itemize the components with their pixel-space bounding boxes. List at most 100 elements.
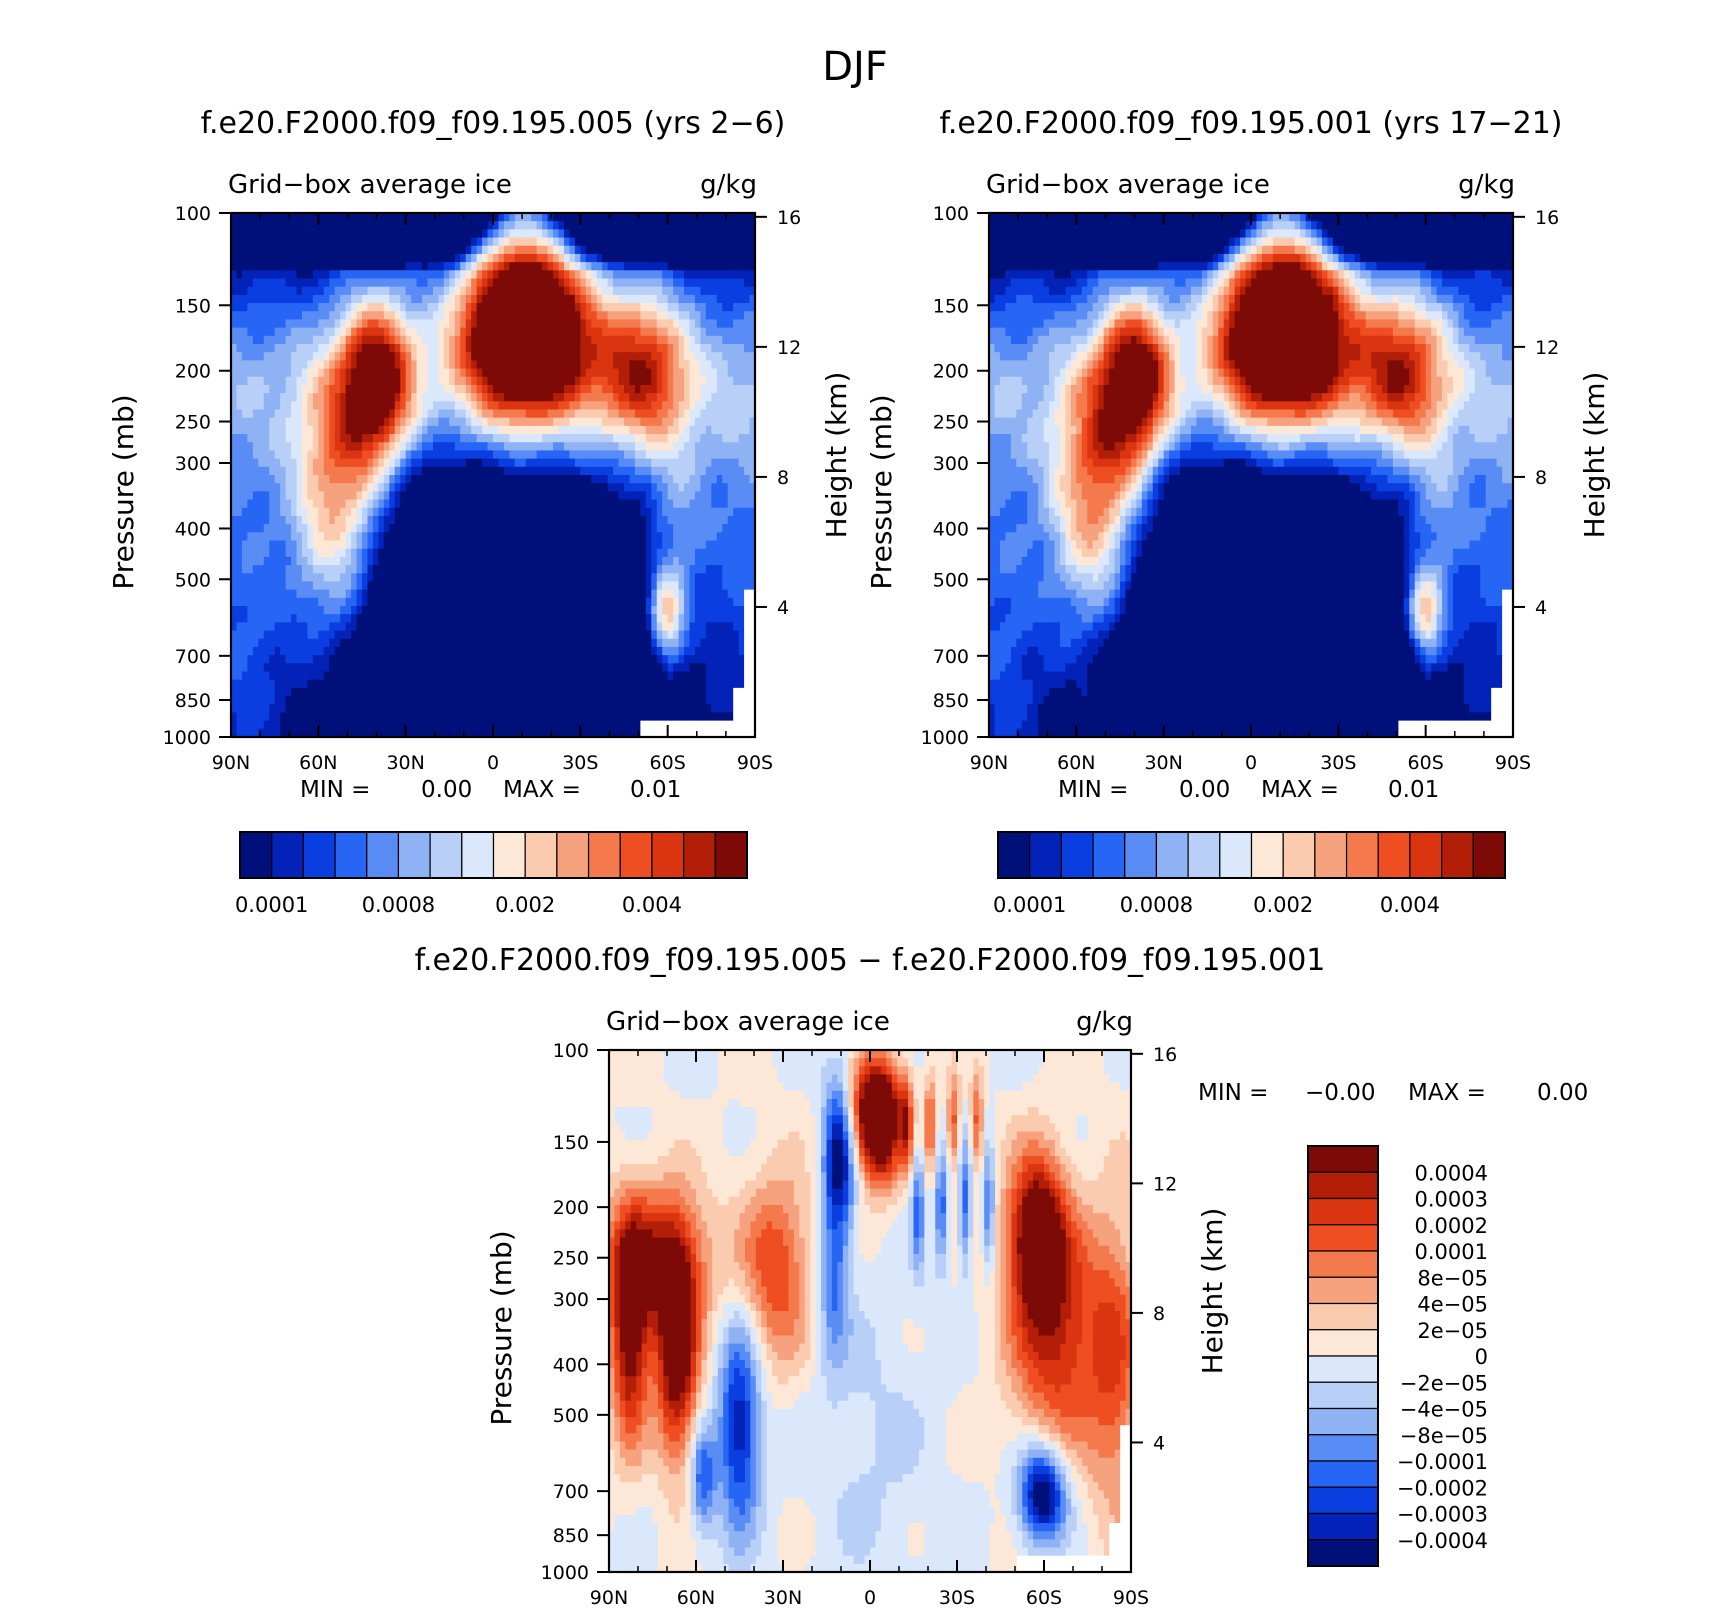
heatmap-cell xyxy=(422,311,429,321)
heatmap-cell xyxy=(574,589,581,599)
heatmap-cell xyxy=(503,360,510,370)
heatmap-cell xyxy=(334,270,341,280)
heatmap-cell xyxy=(493,540,500,550)
heatmap-cell xyxy=(684,483,691,492)
heatmap-cell xyxy=(651,270,658,280)
heatmap-cell xyxy=(678,540,685,550)
heatmap-cell xyxy=(662,237,669,247)
heatmap-cell xyxy=(274,458,281,468)
heatmap-cell xyxy=(689,253,696,263)
heatmap-cell xyxy=(520,221,527,230)
heatmap-cell xyxy=(493,548,500,558)
heatmap-cell xyxy=(602,532,609,542)
heatmap-cell xyxy=(531,344,538,353)
heatmap-cell xyxy=(694,597,702,607)
heatmap-cell xyxy=(291,450,298,460)
heatmap-cell xyxy=(684,368,691,378)
heatmap-cell xyxy=(749,335,755,345)
heatmap-cell xyxy=(291,565,298,574)
heatmap-cell xyxy=(394,565,401,574)
heatmap-cell xyxy=(345,425,352,435)
heatmap-cell xyxy=(547,540,554,550)
heatmap-cell xyxy=(247,466,254,476)
heatmap-cell xyxy=(345,294,352,304)
heatmap-cell xyxy=(454,524,461,533)
heatmap-cell xyxy=(700,278,707,288)
heatmap-cell xyxy=(269,622,276,632)
heatmap-cell xyxy=(667,475,674,484)
heatmap-cell xyxy=(749,360,755,370)
heatmap-cell xyxy=(700,491,707,501)
heatmap-cell xyxy=(689,262,696,271)
heatmap-cell xyxy=(700,262,707,271)
heatmap-cell xyxy=(738,303,745,312)
heatmap-cell xyxy=(362,475,369,484)
heatmap-cell xyxy=(607,450,614,460)
heatmap-cell xyxy=(536,368,543,378)
heatmap-cell xyxy=(334,483,341,492)
heatmap-cell xyxy=(236,581,243,591)
heatmap-cell xyxy=(465,294,472,304)
heatmap-cell xyxy=(247,499,254,509)
heatmap-cell xyxy=(400,229,407,239)
heatmap-cell xyxy=(291,573,298,583)
heatmap-cell xyxy=(624,434,631,443)
heatmap-cell xyxy=(684,458,691,468)
heatmap-cell xyxy=(252,556,259,566)
heatmap-cell xyxy=(454,229,461,239)
heatmap-cell xyxy=(329,425,336,435)
heatmap-cell xyxy=(476,630,483,640)
heatmap-cell xyxy=(400,507,407,517)
heatmap-cell xyxy=(662,253,669,263)
heatmap-cell xyxy=(700,229,707,239)
heatmap-cell xyxy=(591,401,598,411)
heatmap-cell xyxy=(558,573,565,583)
heatmap-cell xyxy=(673,352,680,361)
heatmap-cell xyxy=(727,294,734,304)
heatmap-cell xyxy=(563,483,571,492)
heatmap-cell xyxy=(662,556,669,566)
heatmap-cell xyxy=(694,540,702,550)
heatmap-cell xyxy=(531,286,538,296)
heatmap-cell xyxy=(312,622,319,632)
heatmap-cell xyxy=(269,360,276,370)
heatmap-cell xyxy=(514,548,521,558)
heatmap-cell xyxy=(329,442,336,452)
heatmap-cell xyxy=(613,229,620,239)
heatmap-cell xyxy=(252,311,259,321)
heatmap-cell xyxy=(471,606,478,615)
heatmap-cell xyxy=(503,548,510,558)
heatmap-cell xyxy=(563,401,571,411)
heatmap-cell xyxy=(678,491,685,501)
heatmap-cell xyxy=(247,475,254,484)
heatmap-cell xyxy=(323,532,330,542)
heatmap-cell xyxy=(498,475,505,484)
heatmap-cell xyxy=(356,270,363,280)
heatmap-cell xyxy=(438,499,445,509)
heatmap-cell xyxy=(482,565,489,574)
heatmap-cell xyxy=(334,475,341,484)
heatmap-cell xyxy=(285,401,292,411)
heatmap-cell xyxy=(323,352,330,361)
heatmap-cell xyxy=(378,515,385,525)
heatmap-cell xyxy=(656,540,663,550)
heatmap-cell xyxy=(629,319,636,329)
heatmap-cell xyxy=(465,499,472,509)
heatmap-cell xyxy=(438,327,445,337)
heatmap-cell xyxy=(509,466,516,476)
heatmap-cell xyxy=(400,376,407,386)
heatmap-cell xyxy=(378,442,385,452)
heatmap-cell xyxy=(640,270,647,280)
heatmap-cell xyxy=(673,532,680,542)
heatmap-cell xyxy=(465,327,472,337)
heatmap-cell xyxy=(656,524,663,533)
heatmap-cell xyxy=(645,278,652,288)
heatmap-cell xyxy=(678,270,685,280)
heatmap-cell xyxy=(351,524,358,533)
heatmap-cell xyxy=(351,622,358,632)
heatmap-cell xyxy=(285,425,292,435)
heatmap-cell xyxy=(694,417,702,427)
heatmap-cell xyxy=(744,450,751,460)
heatmap-cell xyxy=(673,556,680,566)
heatmap-cell xyxy=(738,393,745,402)
